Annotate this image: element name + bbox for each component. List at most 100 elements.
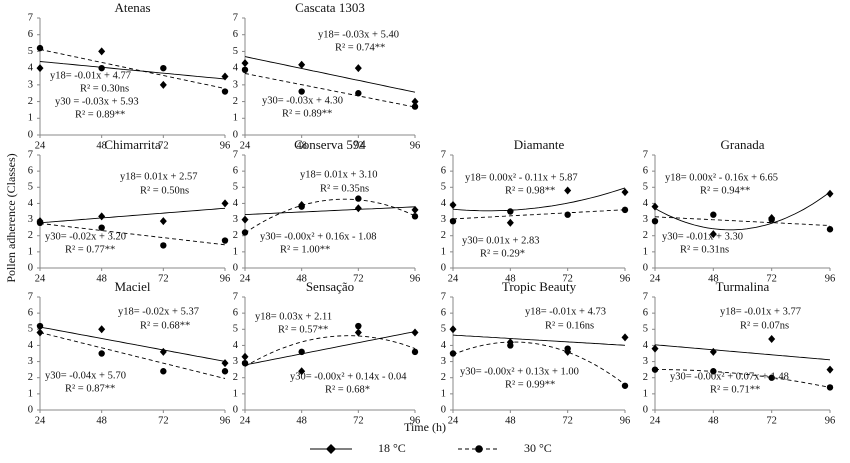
- x-tick-label: 72: [158, 415, 169, 426]
- panel-title: Conserva 594: [294, 137, 366, 152]
- y-tick-label: 7: [28, 149, 33, 160]
- y-tick-label: 6: [233, 308, 238, 319]
- x-tick-label: 96: [220, 273, 231, 284]
- equation-label: R² = 0.98**: [505, 185, 555, 196]
- point: [411, 348, 419, 356]
- equation-label: R² = 0.16ns: [545, 320, 594, 331]
- equation-label: y18= -0.01x + 4.77: [50, 70, 131, 81]
- trend-line: [39, 222, 226, 246]
- equation-label: R² = 0.99**: [505, 379, 555, 390]
- y-tick-label: 6: [643, 308, 648, 319]
- y-tick-label: 7: [233, 291, 238, 302]
- y-tick-label: 6: [28, 29, 33, 40]
- point: [651, 202, 659, 211]
- point: [355, 195, 362, 202]
- point: [98, 350, 105, 357]
- y-tick-label: 0: [233, 129, 238, 140]
- x-tick-label: 24: [650, 273, 661, 284]
- y-tick-label: 4: [28, 198, 34, 209]
- y-tick-label: 1: [28, 388, 33, 399]
- point: [160, 368, 167, 375]
- x-tick-label: 24: [240, 273, 251, 284]
- point: [98, 325, 106, 334]
- y-tick-label: 1: [441, 388, 446, 399]
- point: [160, 64, 167, 72]
- y-tick-label: 5: [28, 182, 33, 193]
- point: [221, 237, 229, 244]
- x-tick-label: 48: [96, 140, 107, 151]
- point: [241, 59, 249, 68]
- y-tick-label: 3: [441, 214, 446, 225]
- equation-label: R² = 0.87**: [65, 383, 115, 394]
- point: [710, 211, 717, 218]
- legend-marker: [326, 444, 336, 454]
- point: [98, 64, 105, 72]
- x-tick-label: 48: [708, 415, 719, 426]
- y-tick-label: 1: [233, 113, 238, 124]
- x-tick-label: 72: [562, 273, 573, 284]
- panel-title: Turmalina: [716, 279, 770, 294]
- equation-label: y18= -0.01x + 4.73: [525, 306, 606, 317]
- y-tick-label: 6: [233, 29, 238, 40]
- y-tick-label: 1: [28, 246, 33, 257]
- panel: Maciel 0 1 2 3 4 5 6 7 24 48 72 96 y18= -0.02x + 5.37…: [28, 279, 231, 426]
- point: [221, 88, 229, 95]
- y-tick-label: 6: [441, 308, 446, 319]
- trend-line: [244, 198, 416, 234]
- equation-label: y30 = -0.03x + 5.93: [55, 96, 139, 107]
- equation-label: R² = 0.31ns: [680, 244, 729, 255]
- y-tick-label: 2: [441, 230, 446, 241]
- equation-label: R² = 0.71**: [710, 384, 760, 395]
- y-tick-label: 5: [643, 182, 648, 193]
- trend-line: [244, 73, 416, 108]
- equation-label: y18= 0.01x + 2.57: [120, 171, 197, 182]
- y-tick-label: 2: [233, 372, 238, 383]
- y-tick-label: 4: [643, 340, 649, 351]
- point: [298, 367, 306, 376]
- point: [411, 328, 419, 337]
- point: [355, 322, 362, 330]
- point: [241, 229, 249, 236]
- x-tick-label: 24: [448, 273, 459, 284]
- panel: Cascata 1303 0 1 2 3 4 5 6 7 24 48 72 96 y18= -0.03x …: [233, 0, 421, 151]
- y-tick-label: 5: [643, 324, 648, 335]
- point: [98, 224, 105, 231]
- y-tick-label: 5: [28, 46, 33, 57]
- point: [826, 226, 834, 233]
- x-tick-label: 96: [220, 140, 231, 151]
- y-tick-label: 7: [233, 12, 238, 23]
- point: [159, 80, 167, 89]
- y-tick-label: 2: [28, 372, 33, 383]
- point: [651, 366, 659, 373]
- x-tick-label: 72: [353, 415, 364, 426]
- y-tick-label: 3: [233, 214, 238, 225]
- y-tick-label: 1: [643, 246, 648, 257]
- y-tick-label: 4: [233, 198, 239, 209]
- x-tick-label: 24: [35, 140, 46, 151]
- x-tick-label: 72: [353, 140, 364, 151]
- point: [160, 242, 167, 249]
- legend: 18 °C 30 °C: [310, 441, 552, 455]
- x-tick-label: 96: [220, 415, 231, 426]
- y-tick-label: 7: [233, 149, 238, 160]
- point: [826, 365, 834, 374]
- equation-label: y30= -0.00x² + 0.13x + 1.00: [460, 366, 579, 377]
- x-tick-label: 72: [766, 415, 777, 426]
- point: [621, 333, 629, 342]
- x-tick-label: 24: [35, 415, 46, 426]
- equation-label: R² = 0.89**: [75, 109, 125, 120]
- x-tick-label: 72: [562, 415, 573, 426]
- y-tick-label: 7: [643, 149, 648, 160]
- x-tick-label: 96: [825, 273, 836, 284]
- point: [36, 64, 44, 73]
- y-tick-label: 3: [441, 356, 446, 367]
- trend-line: [39, 207, 226, 224]
- point: [449, 201, 457, 210]
- equation-label: R² = 0.68*: [325, 384, 370, 395]
- panel-title: Tropic Beauty: [502, 279, 577, 294]
- y-tick-label: 6: [233, 166, 238, 177]
- legend-label: 18 °C: [378, 441, 406, 455]
- y-tick-label: 1: [441, 246, 446, 257]
